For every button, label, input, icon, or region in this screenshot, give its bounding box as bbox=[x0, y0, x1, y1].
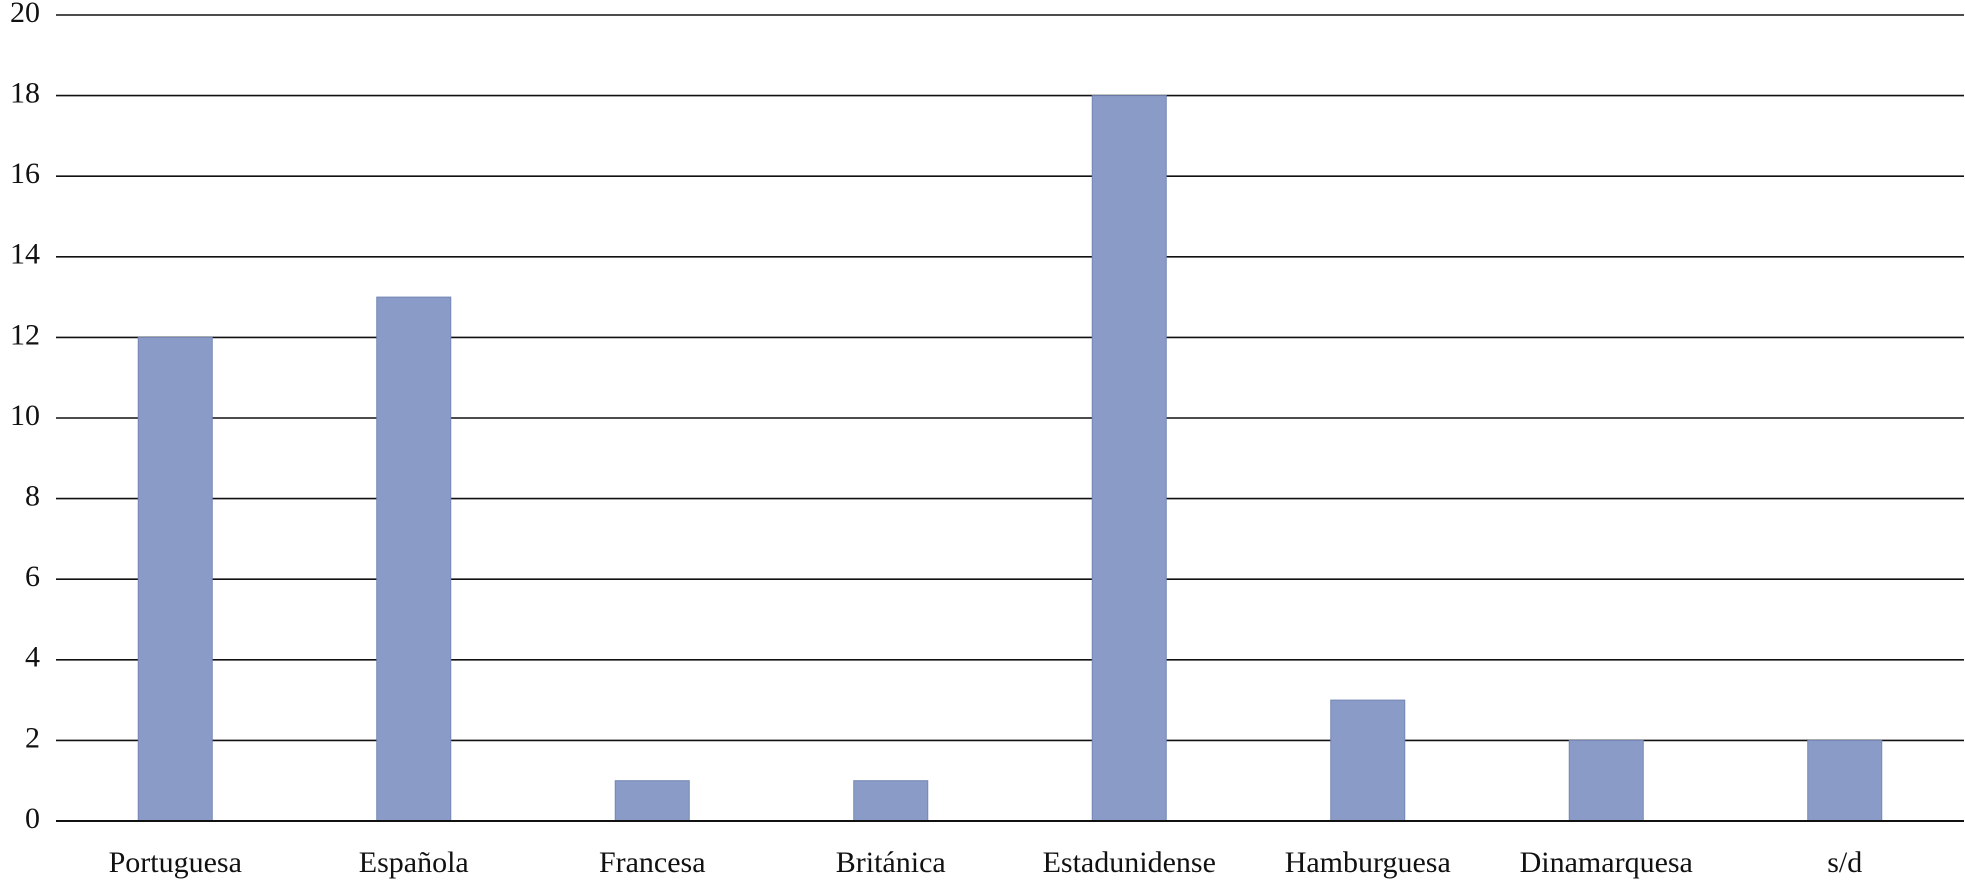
y-tick-label: 0 bbox=[25, 802, 40, 835]
x-tick-label: Hamburguesa bbox=[1285, 846, 1451, 879]
x-tick-label: Española bbox=[359, 846, 469, 879]
x-tick-label: Estadunidense bbox=[1043, 846, 1216, 879]
y-tick-label: 6 bbox=[25, 560, 40, 593]
x-tick-label: Portuguesa bbox=[109, 846, 242, 879]
y-tick-label: 2 bbox=[25, 721, 40, 754]
y-tick-label: 4 bbox=[25, 641, 40, 674]
bar bbox=[376, 296, 452, 822]
bar bbox=[1091, 95, 1167, 822]
x-tick-label: Francesa bbox=[599, 846, 706, 879]
y-tick-label: 18 bbox=[10, 76, 40, 109]
bar bbox=[137, 336, 213, 822]
x-tick-label: Británica bbox=[836, 846, 946, 879]
y-tick-label: 14 bbox=[10, 238, 40, 271]
y-tick-label: 12 bbox=[10, 318, 40, 351]
y-tick-label: 16 bbox=[10, 157, 40, 190]
y-tick-label: 10 bbox=[10, 399, 40, 432]
y-tick-label: 8 bbox=[25, 479, 40, 512]
bar bbox=[614, 780, 690, 822]
y-tick-label: 20 bbox=[10, 0, 40, 29]
bar bbox=[1568, 739, 1644, 822]
x-tick-label: Dinamarquesa bbox=[1520, 846, 1693, 879]
x-tick-label: s/d bbox=[1827, 846, 1862, 879]
bar bbox=[1330, 699, 1406, 822]
bar bbox=[1807, 739, 1883, 822]
bar bbox=[853, 780, 929, 822]
